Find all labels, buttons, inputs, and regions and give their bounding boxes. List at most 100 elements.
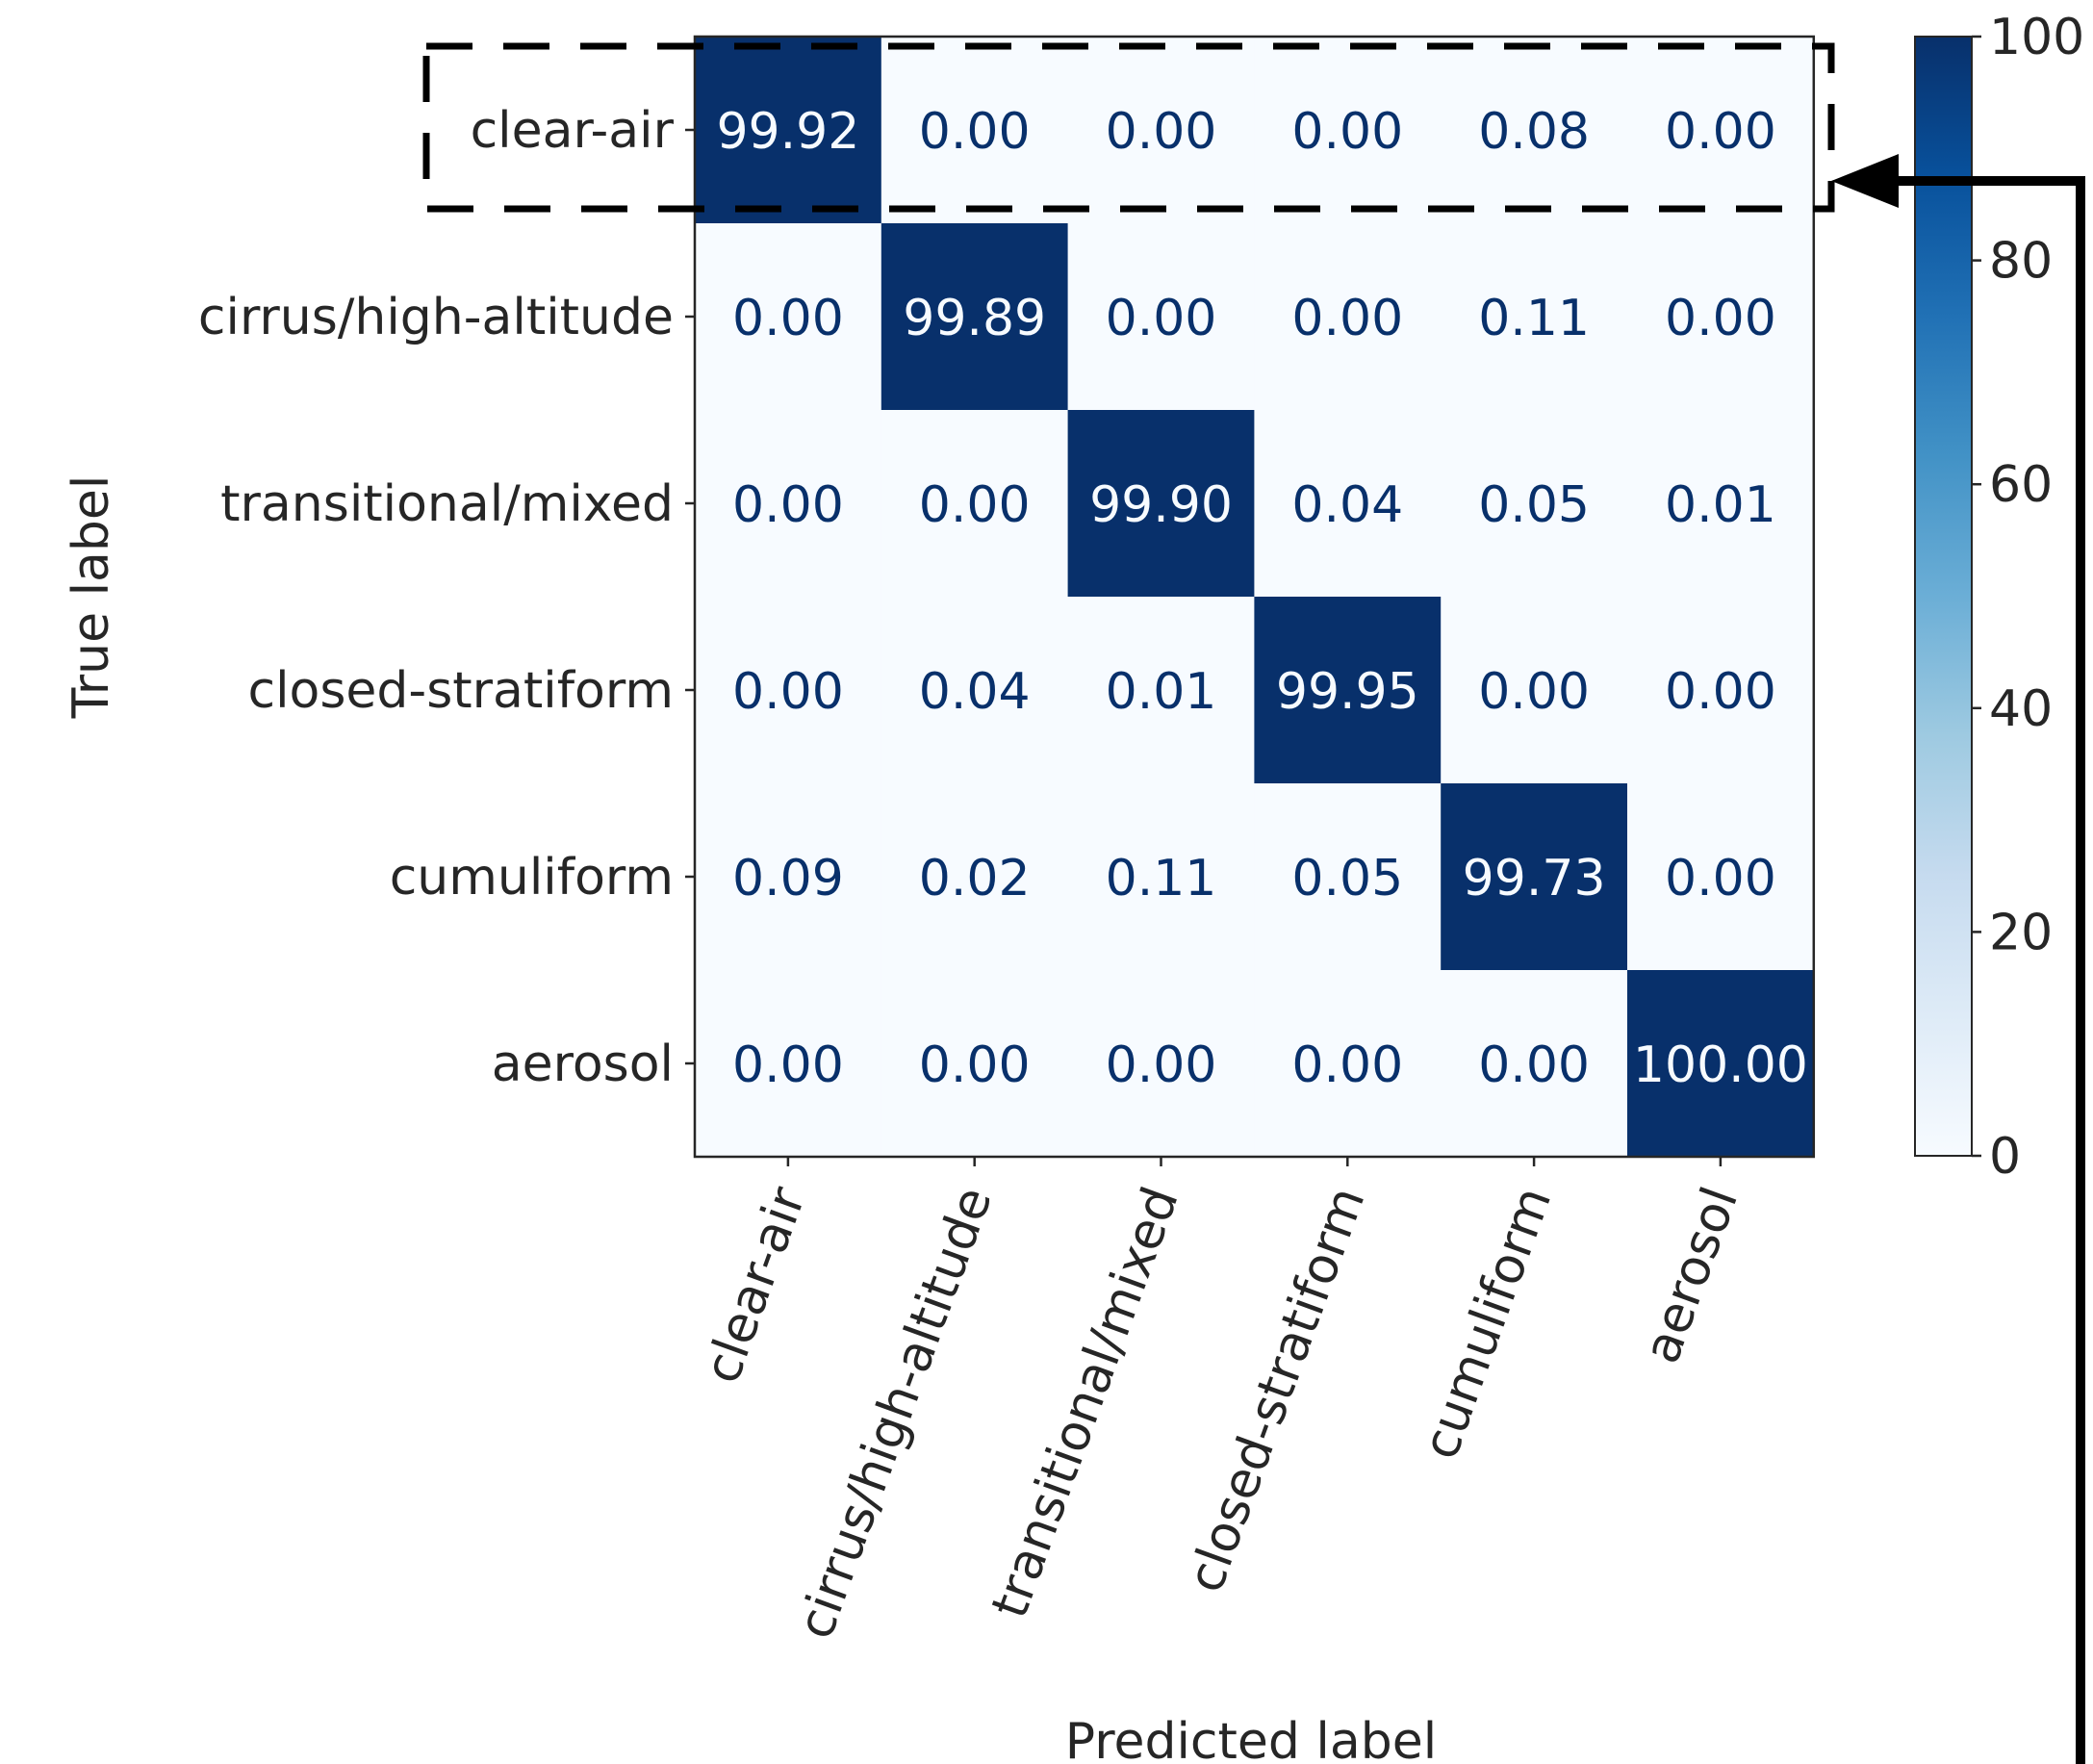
x-tick-label: closed-stratiform — [1177, 1180, 1377, 1599]
cell-value: 0.00 — [1106, 290, 1217, 347]
heatmap-cell — [1254, 37, 1442, 224]
colorbar-gradient — [1914, 36, 1973, 1157]
heatmap-cell — [1441, 783, 1628, 971]
heatmap-cell — [1627, 970, 1815, 1158]
heatmap-cell — [1627, 783, 1815, 971]
cell-value: 0.01 — [1106, 663, 1217, 721]
arrow-head — [1831, 154, 1899, 208]
colorbar: 0 20 40 60 80 100 — [1914, 9, 2084, 1186]
cell-value: 0.05 — [1478, 476, 1590, 534]
cell-value: 0.00 — [1106, 1036, 1217, 1094]
heatmap-cell — [695, 223, 882, 411]
plot-frame — [693, 35, 1816, 1159]
y-tick-label: transitional/mixed — [220, 475, 674, 533]
cell-value: 0.00 — [1665, 663, 1776, 721]
x-tick-label: cirrus/high-altitude — [787, 1180, 1004, 1647]
arrow-line — [1886, 176, 2085, 1764]
heatmap-cell — [881, 970, 1069, 1158]
y-tick-label: cirrus/high-altitude — [198, 289, 674, 346]
x-tick-label: clear-air — [693, 1179, 817, 1391]
y-axis-title: True label — [63, 475, 120, 720]
heatmap-cell — [1441, 37, 1628, 224]
heatmap-cell — [1254, 410, 1442, 598]
heatmap-cell — [1254, 223, 1442, 411]
x-tick-label: aerosol — [1633, 1180, 1749, 1370]
cell-value: 0.00 — [1665, 103, 1776, 161]
colorbar-tick-label: 40 — [1989, 680, 2053, 738]
x-tick-label: cumuliform — [1412, 1180, 1563, 1467]
y-tick-label: closed-stratiform — [247, 662, 674, 720]
heatmap-cell — [881, 597, 1069, 784]
cell-value: 0.00 — [1291, 103, 1403, 161]
highlight-annotation — [422, 42, 2085, 1764]
cell-value: 0.00 — [732, 1036, 844, 1094]
cell-value: 0.00 — [919, 1036, 1031, 1094]
cell-value: 0.02 — [919, 850, 1031, 908]
highlight-box — [422, 42, 1835, 213]
cell-value: 0.08 — [1478, 103, 1590, 161]
y-tick-label: clear-air — [471, 102, 675, 160]
cell-value: 0.00 — [1291, 290, 1403, 347]
cell-value: 0.11 — [1106, 850, 1217, 908]
heatmap-cell — [881, 223, 1069, 411]
cell-value: 99.90 — [1089, 476, 1233, 534]
colorbar-tick-label: 100 — [1989, 9, 2084, 66]
heatmap-cell — [695, 410, 882, 598]
y-tick-label: aerosol — [492, 1035, 674, 1093]
heatmap-cell — [1627, 37, 1815, 224]
heatmap-cell — [1067, 37, 1255, 224]
heatmap-cell — [1067, 597, 1255, 784]
heatmap-cell — [881, 410, 1069, 598]
x-axis: clear-aircirrus/high-altitudetransitiona… — [693, 1157, 1749, 1647]
heatmap-cell — [1254, 597, 1442, 784]
y-axis: clear-air cirrus/high-altitude transitiona… — [198, 102, 695, 1093]
heatmap-cells — [695, 37, 1815, 1158]
heatmap-cell — [695, 37, 882, 224]
x-axis-title: Predicted label — [1065, 1713, 1437, 1764]
cell-value: 0.11 — [1478, 290, 1590, 347]
cell-value: 0.00 — [1106, 103, 1217, 161]
cell-value: 0.09 — [732, 850, 844, 908]
x-tick-label: transitional/mixed — [981, 1180, 1189, 1625]
colorbar-tick-label: 20 — [1989, 904, 2053, 961]
heatmap-cell — [695, 597, 882, 784]
cell-value: 0.00 — [1478, 1036, 1590, 1094]
cell-value: 0.01 — [1665, 476, 1776, 534]
cell-value: 0.00 — [732, 476, 844, 534]
cell-value: 0.00 — [1291, 1036, 1403, 1094]
colorbar-tick-label: 60 — [1989, 456, 2053, 514]
cell-value: 0.00 — [919, 476, 1031, 534]
cell-value: 99.89 — [903, 290, 1046, 347]
heatmap-cell — [1067, 970, 1255, 1158]
cell-value: 0.00 — [732, 663, 844, 721]
cell-value: 0.04 — [919, 663, 1031, 721]
cell-value: 99.95 — [1276, 663, 1419, 721]
cell-value: 0.00 — [1665, 290, 1776, 347]
heatmap-cell — [695, 970, 882, 1158]
heatmap-cell — [881, 783, 1069, 971]
heatmap-cell — [1067, 410, 1255, 598]
cell-value: 99.73 — [1463, 850, 1606, 908]
colorbar-tick-label: 0 — [1989, 1128, 2021, 1186]
heatmap-cell — [1627, 223, 1815, 411]
cell-value: 0.00 — [919, 103, 1031, 161]
cell-value: 0.00 — [1665, 850, 1776, 908]
cell-value: 100.00 — [1633, 1036, 1808, 1094]
y-tick-label: cumuliform — [390, 849, 674, 907]
heatmap-cell — [1254, 783, 1442, 971]
cell-value: 0.04 — [1291, 476, 1403, 534]
heatmap-cell — [881, 37, 1069, 224]
heatmap-cell — [1441, 970, 1628, 1158]
heatmap-cell — [1067, 223, 1255, 411]
heatmap-cell — [1067, 783, 1255, 971]
heatmap-cell — [1627, 597, 1815, 784]
heatmap-cell — [695, 783, 882, 971]
heatmap-cell-values: 99.92 0.00 0.00 0.00 0.08 0.00 0.00 99.89 0.00 0.… — [716, 103, 1807, 1094]
cell-value: 0.00 — [1478, 663, 1590, 721]
cell-value: 99.92 — [716, 103, 859, 161]
heatmap-cell — [1441, 223, 1628, 411]
heatmap-cell — [1441, 597, 1628, 784]
colorbar-tick-label: 80 — [1989, 233, 2053, 291]
cell-value: 0.05 — [1291, 850, 1403, 908]
